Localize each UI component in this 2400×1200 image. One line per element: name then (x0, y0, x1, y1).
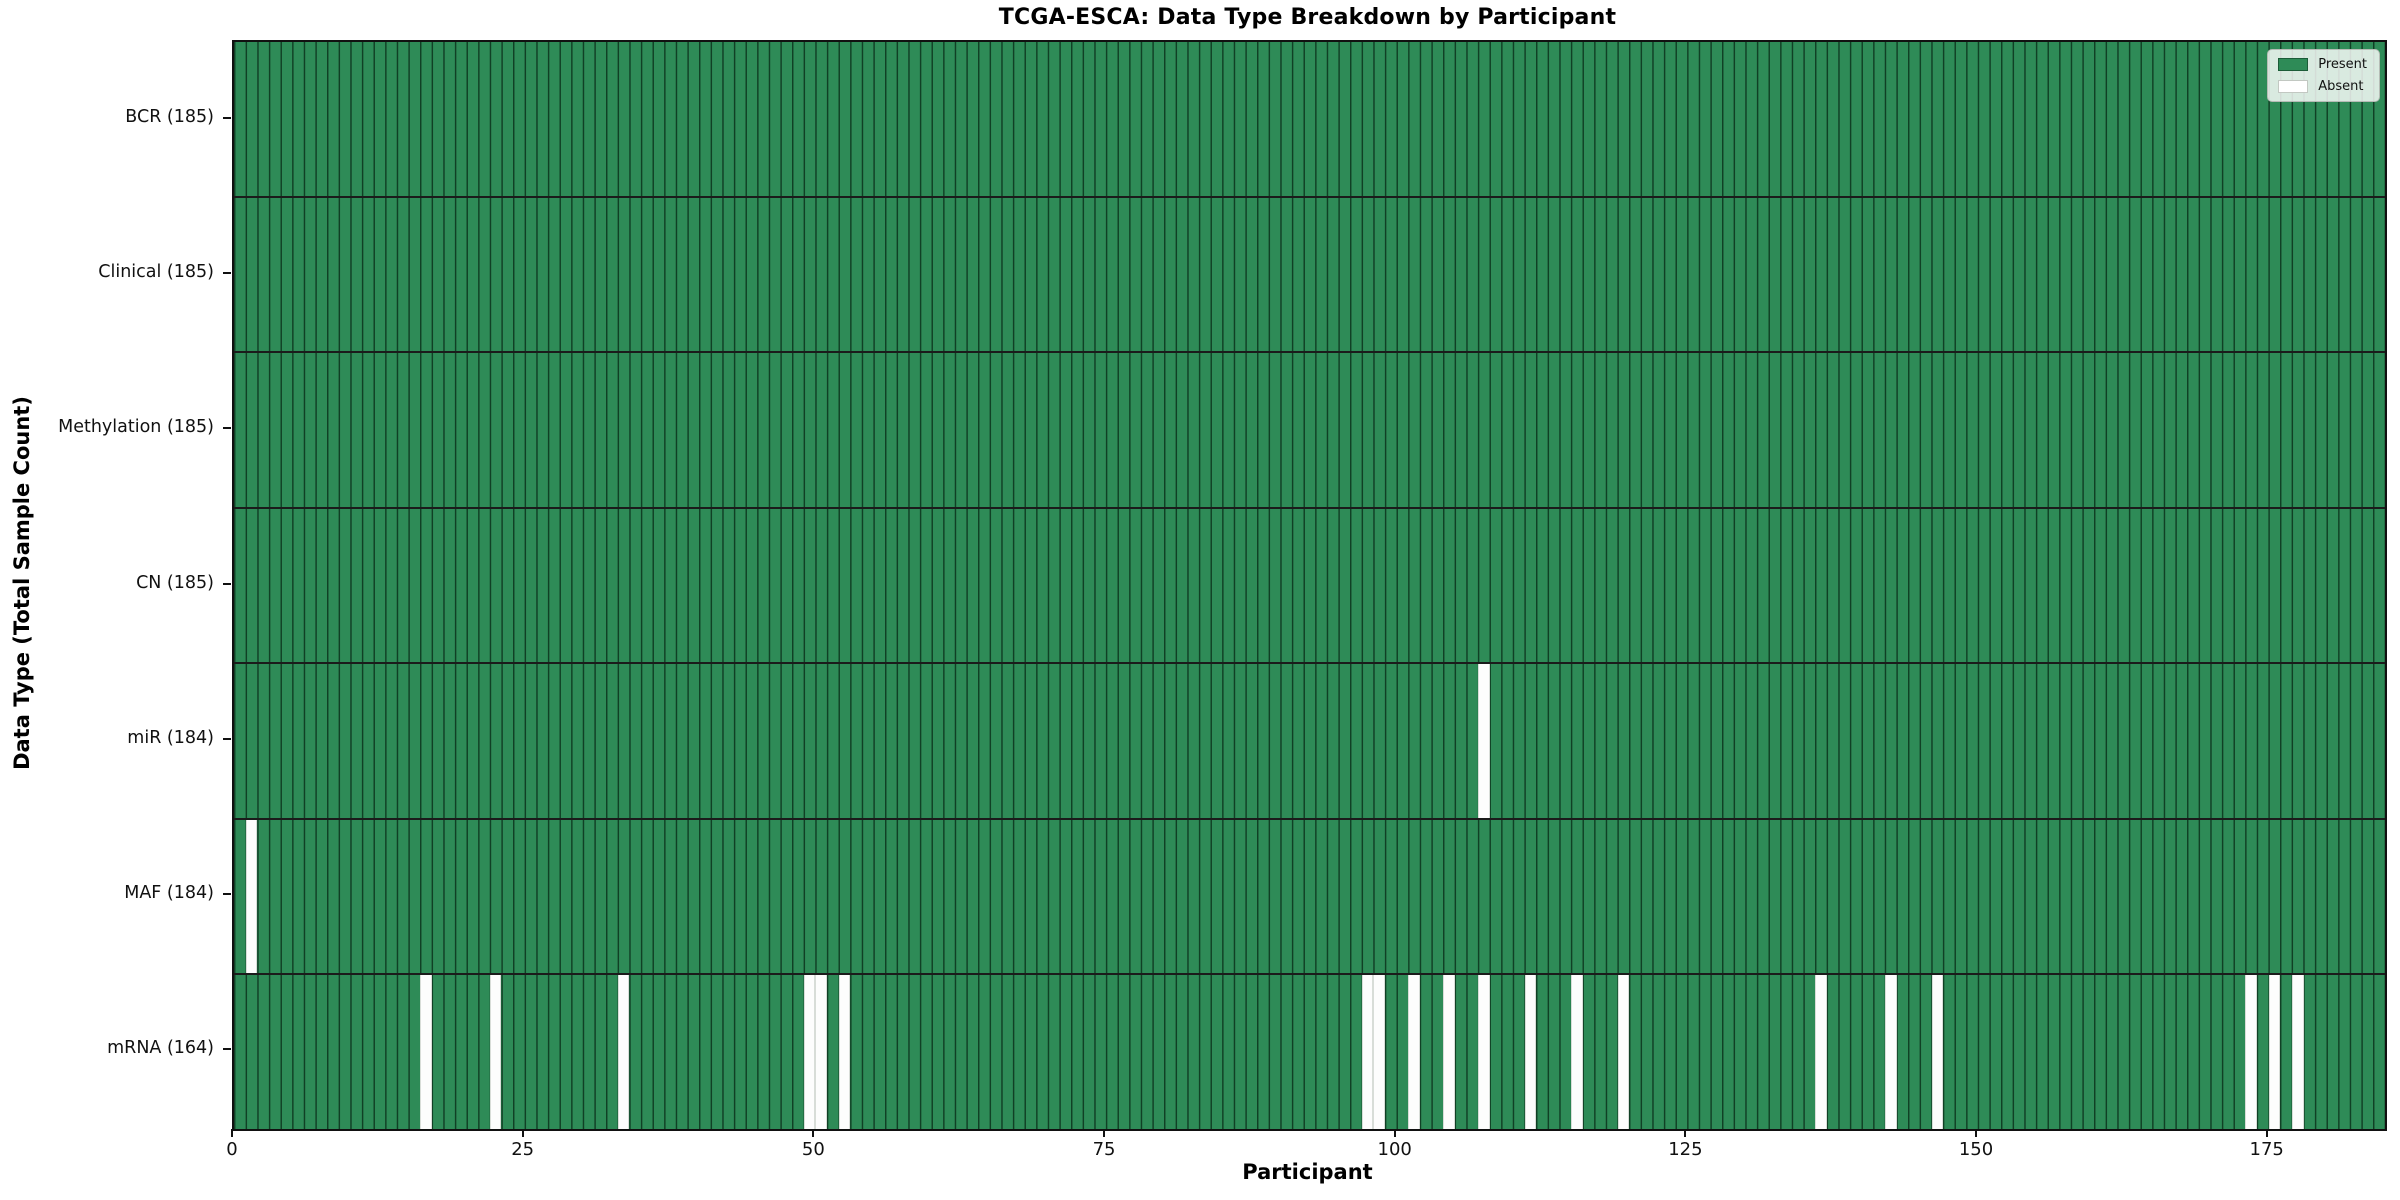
absent-cell (803, 975, 816, 1130)
absent-swatch-icon (2278, 80, 2309, 93)
data-type-row (234, 506, 2385, 663)
absent-cell (1885, 975, 1897, 1130)
y-tick-mark (223, 893, 231, 896)
x-tick-mark (812, 1129, 815, 1137)
data-type-row (234, 662, 2385, 818)
x-tick-label: 125 (1668, 1139, 1703, 1160)
absent-cell (420, 975, 432, 1130)
absent-cell (2268, 975, 2281, 1130)
y-tick-label: CN (185) (136, 572, 214, 593)
legend-item-present: Present (2278, 57, 2367, 72)
x-tick-mark (1393, 1129, 1396, 1137)
absent-cell (2245, 975, 2258, 1130)
y-tick-mark (223, 427, 231, 430)
legend-present-label: Present (2318, 57, 2367, 72)
absent-cell (489, 975, 502, 1130)
y-tick-label: MAF (184) (124, 883, 214, 904)
x-tick-label: 75 (1092, 1139, 1116, 1160)
x-axis-label: Participant (1242, 1160, 1373, 1184)
legend-absent-label: Absent (2318, 79, 2364, 94)
legend: Present Absent (2267, 49, 2380, 102)
absent-cell (815, 975, 827, 1130)
x-tick-mark (1684, 1129, 1687, 1137)
absent-cell (1361, 975, 1374, 1130)
absent-cell (1478, 975, 1490, 1130)
y-tick-mark (223, 582, 231, 585)
y-tick-mark (223, 1048, 231, 1051)
y-tick-label: miR (184) (127, 727, 214, 748)
absent-cell (1408, 975, 1420, 1130)
absent-cell (1524, 975, 1537, 1130)
data-type-row (234, 973, 2385, 1130)
y-tick-mark (223, 271, 231, 274)
x-tick-label: 100 (1377, 1139, 1412, 1160)
x-tick-label: 50 (801, 1139, 825, 1160)
data-type-row (234, 817, 2385, 974)
absent-cell (1815, 975, 1827, 1130)
data-type-row (234, 195, 2385, 352)
absent-cell (245, 819, 258, 974)
present-swatch-icon (2278, 58, 2309, 71)
x-tick-label: 150 (1958, 1139, 1994, 1160)
absent-cell (1478, 664, 1490, 818)
x-tick-mark (2265, 1129, 2268, 1137)
absent-cell (1443, 975, 1455, 1130)
y-tick-label: mRNA (164) (107, 1038, 214, 1059)
x-tick-mark (521, 1129, 524, 1137)
y-tick-label: Methylation (185) (58, 417, 214, 438)
x-tick-mark (1103, 1129, 1106, 1137)
y-tick-mark (223, 737, 231, 740)
plot-area: Present Absent (232, 40, 2387, 1131)
x-tick-label: 25 (511, 1139, 535, 1160)
y-tick-label: Clinical (185) (98, 261, 214, 282)
absent-cell (1617, 975, 1630, 1130)
data-type-row (234, 351, 2385, 507)
chart-title: TCGA-ESCA: Data Type Breakdown by Partic… (998, 5, 1617, 30)
x-tick-label: 0 (226, 1139, 238, 1160)
x-tick-label: 175 (2249, 1139, 2284, 1160)
legend-item-absent: Absent (2278, 79, 2367, 94)
absent-cell (617, 975, 630, 1130)
x-tick-mark (1975, 1129, 1978, 1137)
absent-cell (1571, 975, 1583, 1130)
absent-cell (2291, 975, 2304, 1130)
data-type-row (234, 42, 2385, 196)
absent-cell (1931, 975, 1944, 1130)
absent-cell (838, 975, 851, 1130)
x-tick-mark (231, 1129, 233, 1137)
y-tick-label: BCR (185) (125, 106, 214, 127)
absent-cell (1373, 975, 1386, 1130)
y-tick-mark (223, 116, 231, 119)
